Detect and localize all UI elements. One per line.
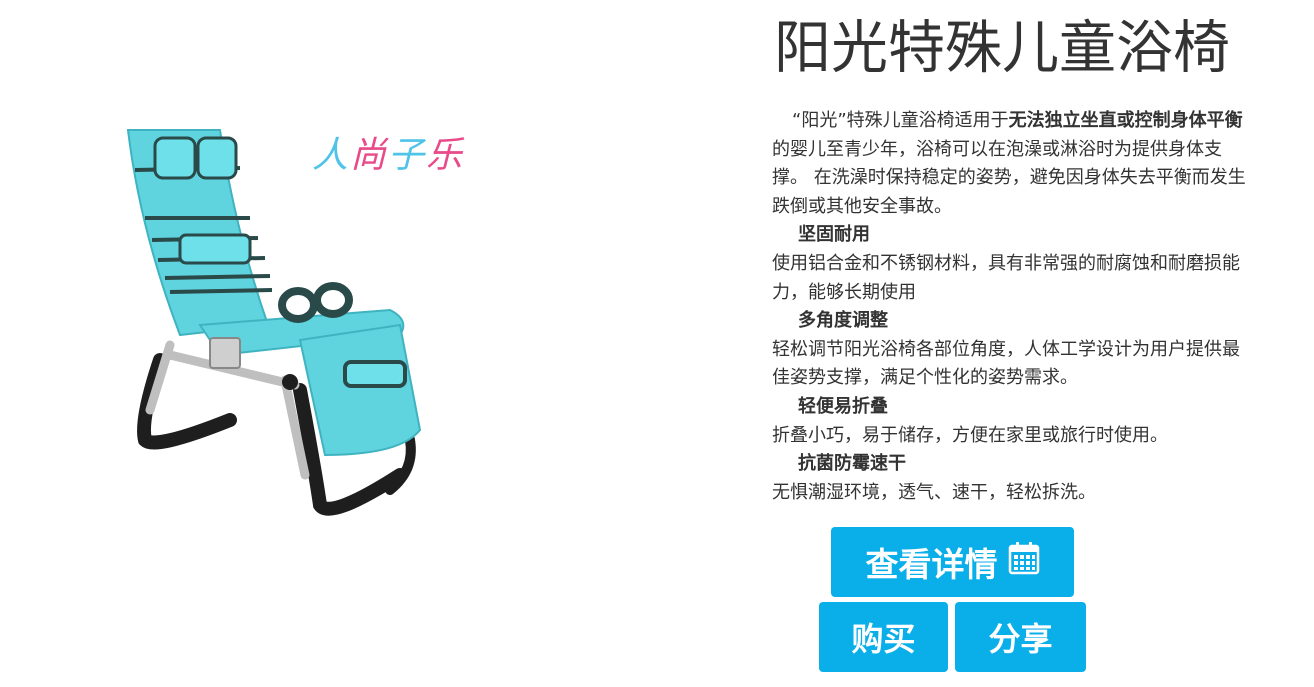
share-label: 分享 [988, 620, 1053, 658]
feature-heading: 抗菌防霉速干 [798, 453, 906, 475]
view-details-button[interactable]: 查看详情 [831, 527, 1074, 597]
share-button[interactable]: 分享 [955, 602, 1086, 672]
feature-heading: 多角度调整 [798, 310, 888, 332]
feature-heading: 坚固耐用 [798, 224, 870, 246]
intro-paragraph: “阳光”特殊儿童浴椅适用于无法独立坐直或控制身体平衡的婴儿至青少年，浴椅可以在泡… [772, 107, 1250, 221]
logo-char: 乐 [426, 135, 465, 176]
product-title: 阳光特殊儿童浴椅 [774, 15, 1230, 81]
view-details-label: 查看详情 [865, 545, 998, 584]
product-image [100, 110, 500, 530]
intro-bold: 无法独立坐直或控制身体平衡 [1008, 110, 1243, 131]
buy-button[interactable]: 购买 [819, 602, 948, 672]
feature-text: 轻松调节阳光浴椅各部位角度，人体工学设计为用户提供最佳姿势支撑，满足个性化的姿势… [772, 338, 1240, 389]
feature-text: 无惧潮湿环境，透气、速干，轻松拆洗。 [772, 481, 1096, 503]
feature-heading: 轻便易折叠 [798, 395, 888, 417]
intro-rest: 的婴儿至青少年，浴椅可以在泡澡或淋浴时为提供身体支撑。 在洗澡时保持稳定的姿势，… [772, 138, 1246, 217]
bath-chair-illustration [126, 129, 422, 516]
brand-logo: 人尚子乐 [312, 138, 464, 174]
logo-char: 子 [388, 135, 427, 176]
logo-char: 尚 [350, 135, 389, 176]
buy-label: 购买 [851, 620, 916, 658]
feature-text: 使用铝合金和不锈钢材料，具有非常强的耐腐蚀和耐磨损能力，能够长期使用 [772, 252, 1240, 303]
intro-quote: “阳光”特殊儿童浴椅适用于 [792, 110, 1009, 131]
logo-char: 人 [312, 135, 351, 176]
feature-text: 折叠小巧，易于储存，方便在家里或旅行时使用。 [772, 424, 1168, 446]
calendar-icon [1008, 541, 1040, 583]
product-description: “阳光”特殊儿童浴椅适用于无法独立坐直或控制身体平衡的婴儿至青少年，浴椅可以在泡… [772, 107, 1250, 507]
